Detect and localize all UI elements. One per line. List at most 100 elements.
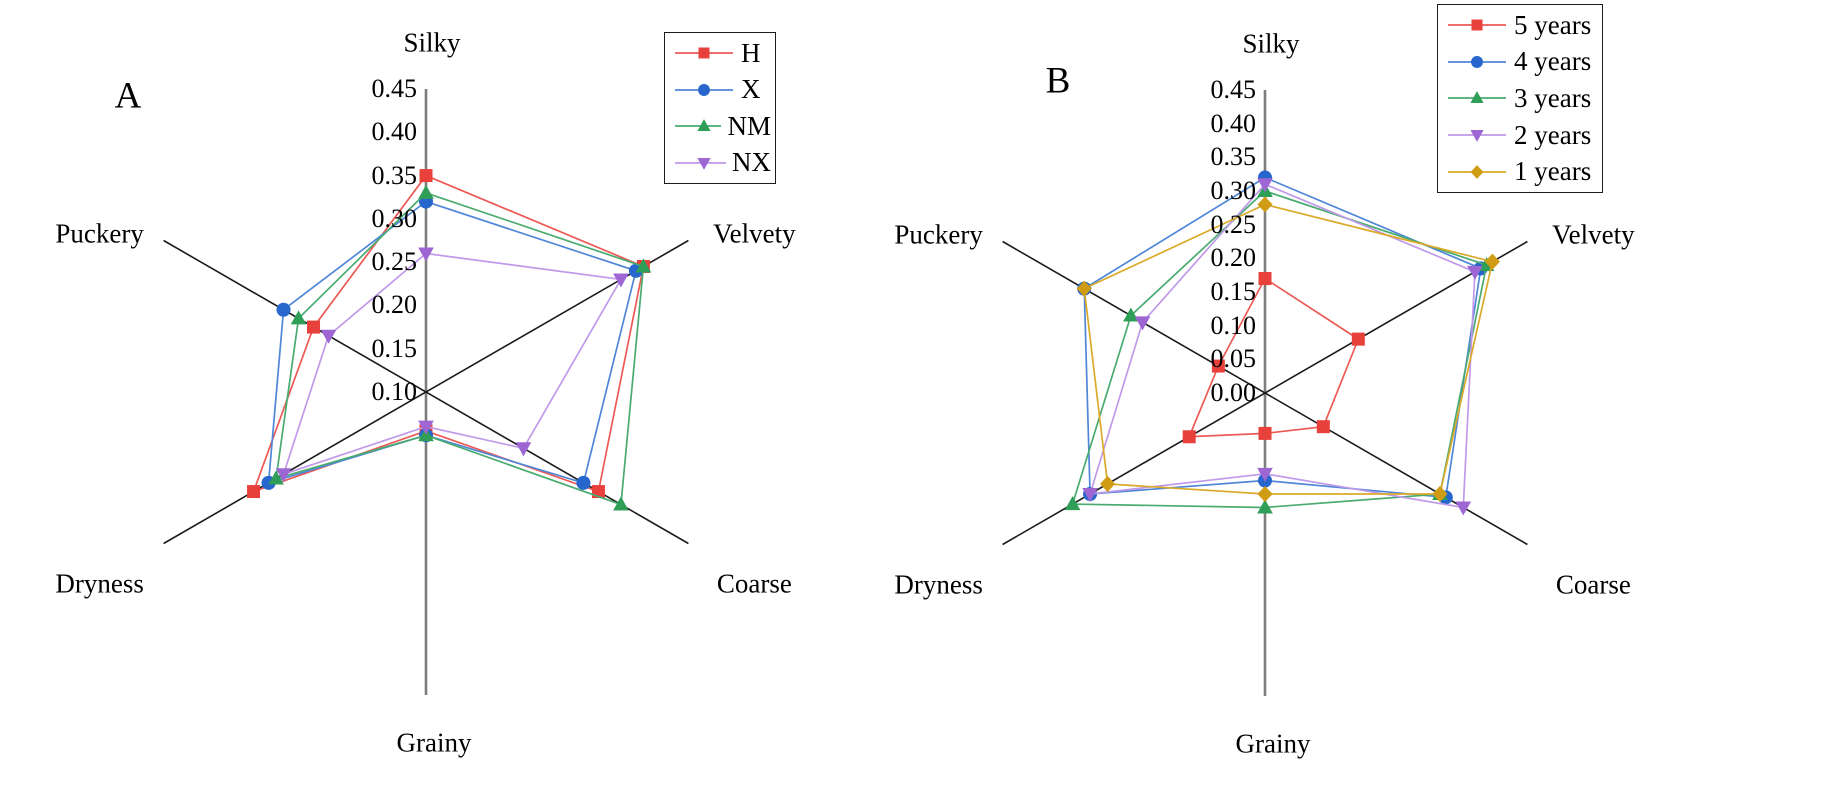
data-point-marker [635, 258, 652, 273]
legend-item: NX [673, 147, 771, 178]
data-point-marker [1182, 430, 1196, 444]
data-point-marker [515, 442, 532, 457]
panel-letter-A: A [114, 75, 142, 117]
axis-label-grainy: Grainy [1235, 728, 1311, 759]
data-point-marker [1455, 501, 1472, 516]
tick-label: 0.25 [371, 247, 418, 277]
data-point-marker [1471, 55, 1483, 68]
tick-label: 0.15 [1210, 277, 1257, 306]
legend-label: 5 years [1514, 9, 1592, 40]
tick-label: 0.05 [1210, 344, 1257, 374]
tick-label: 0.20 [371, 290, 418, 320]
radar-series-5-years [1182, 272, 1365, 444]
radar-series-NX [275, 247, 629, 483]
tick-label: 0.20 [1210, 243, 1257, 273]
data-point-marker [1258, 426, 1272, 440]
legend-panel-A: H X NM NX [664, 32, 776, 184]
legend-item: NM [673, 111, 771, 142]
tick-label: 0.45 [1210, 75, 1257, 104]
legend-item: H [673, 38, 771, 69]
data-point-marker [698, 83, 710, 96]
data-point-marker [247, 485, 261, 499]
axis-label-silky: Silky [403, 27, 461, 58]
data-point-marker [276, 302, 291, 317]
legend-label: NX [732, 147, 771, 178]
legend-item: X [673, 74, 771, 105]
diamond-legend-icon [1448, 164, 1506, 179]
data-point-marker [419, 169, 433, 183]
tick-label: 0.10 [371, 377, 418, 406]
axis-label-coarse: Coarse [1555, 569, 1631, 599]
tick-label: 0.00 [1210, 378, 1257, 407]
legend-label: 4 years [1514, 46, 1592, 77]
tick-label: 0.10 [1210, 310, 1257, 340]
data-point-marker [1467, 265, 1483, 280]
circle-legend-icon [675, 83, 733, 96]
legend-label: 3 years [1514, 82, 1592, 113]
axis-label-grainy: Grainy [396, 727, 472, 758]
data-point-marker [1470, 164, 1484, 179]
tick-label: 0.35 [371, 160, 418, 190]
data-point-marker [1470, 130, 1484, 142]
data-point-marker [1258, 272, 1272, 286]
radar-series-1-years [1076, 196, 1500, 503]
data-point-marker [418, 184, 434, 199]
data-point-marker [1064, 496, 1081, 511]
data-point-marker [307, 320, 321, 334]
radar-series-2-years [1082, 178, 1483, 516]
data-point-marker [1432, 485, 1448, 503]
triangle-up-legend-icon [675, 119, 722, 132]
data-point-marker [418, 247, 434, 262]
data-point-marker [613, 496, 629, 511]
tick-label: 0.40 [371, 117, 418, 147]
data-point-marker [698, 47, 710, 59]
square-legend-icon [1448, 19, 1506, 31]
data-point-marker [1257, 196, 1273, 213]
tick-label: 0.30 [371, 203, 418, 233]
radar-series-line [1083, 176, 1482, 499]
data-point-marker [268, 470, 284, 485]
axis-label-puckery: Puckery [55, 218, 144, 248]
radar-series-line [1088, 183, 1476, 509]
legend-item: 5 years [1446, 10, 1598, 41]
data-point-marker [1123, 307, 1139, 322]
legend-label: H [741, 37, 761, 68]
data-point-marker [290, 310, 307, 325]
radar-series-3-years [1064, 182, 1495, 514]
radar-series-X [261, 194, 643, 490]
data-point-marker [320, 329, 337, 344]
data-point-marker [613, 273, 629, 288]
data-point-marker [1082, 488, 1098, 503]
data-point-marker [576, 475, 591, 490]
legend-item: 3 years [1446, 83, 1598, 114]
data-point-marker [275, 468, 292, 483]
data-point-marker [1316, 420, 1330, 434]
data-point-marker [1100, 475, 1116, 492]
data-point-marker [1257, 467, 1273, 482]
data-point-marker [697, 119, 711, 132]
axis-label-silky: Silky [1242, 28, 1300, 59]
data-point-marker [1211, 359, 1225, 373]
legend-label: NM [727, 110, 771, 141]
data-point-marker [697, 157, 711, 170]
tick-label: 0.30 [1210, 176, 1257, 205]
data-point-marker [1257, 499, 1273, 514]
tick-label: 0.40 [1210, 108, 1257, 138]
axis-label-coarse: Coarse [716, 568, 792, 598]
circle-legend-icon [1448, 55, 1506, 68]
tick-label: 0.35 [1210, 142, 1257, 172]
legend-panel-B: 5 years 4 years 3 years 2 years 1 years [1437, 4, 1603, 193]
panel-letter-B: B [1045, 60, 1071, 102]
tick-label: 0.25 [1210, 209, 1257, 239]
data-point-marker [1471, 19, 1483, 31]
radar-series-NM [268, 184, 652, 511]
tick-label: 0.15 [371, 333, 418, 363]
data-point-marker [1257, 485, 1273, 503]
data-point-marker [1484, 253, 1500, 270]
axis-label-velvety: Velvety [1552, 219, 1635, 249]
data-point-marker [1470, 91, 1484, 104]
triangle-up-legend-icon [1448, 91, 1506, 104]
axis-label-puckery: Puckery [894, 219, 983, 249]
